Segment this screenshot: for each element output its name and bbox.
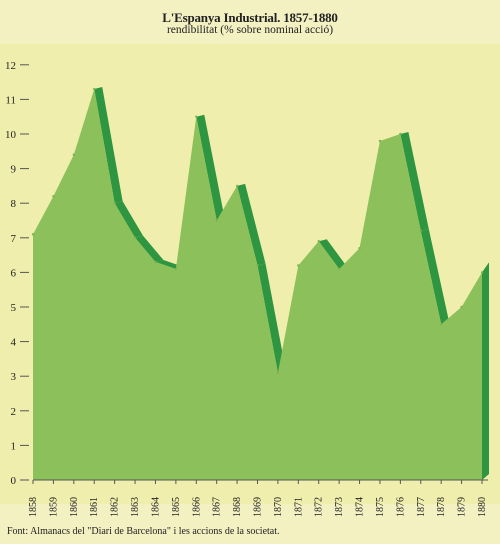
data-point-1864 bbox=[154, 260, 157, 264]
series-area bbox=[33, 89, 482, 481]
data-point-1874 bbox=[358, 246, 361, 250]
data-point-1869 bbox=[256, 264, 259, 267]
y-tick-label-1: 1 bbox=[11, 440, 17, 452]
y-tick-label-12: 12 bbox=[5, 60, 16, 72]
data-point-1865 bbox=[174, 267, 178, 271]
decline-band-1877 bbox=[420, 228, 450, 325]
chart-subtitle: rendibilitat (% sobre nominal acció) bbox=[166, 24, 334, 36]
x-tick-label-1875: 1875 bbox=[375, 497, 386, 517]
x-tick-label-1878: 1878 bbox=[436, 497, 447, 517]
data-point-1861 bbox=[93, 87, 96, 91]
decline-band-1876 bbox=[400, 132, 429, 231]
y-tick-label-6: 6 bbox=[11, 267, 17, 279]
decline-band-final bbox=[482, 262, 489, 480]
data-point-1866 bbox=[195, 115, 198, 118]
x-tick-label-1877: 1877 bbox=[416, 497, 427, 517]
data-point-1880 bbox=[480, 271, 484, 274]
source-note: Font: Almanacs del "Diari de Barcelona" … bbox=[7, 526, 280, 537]
data-point-1878 bbox=[439, 323, 443, 326]
y-tick-label-9: 9 bbox=[11, 164, 17, 176]
y-tick-label-2: 2 bbox=[11, 406, 17, 418]
decline-band-1861 bbox=[94, 87, 123, 204]
data-point-1875 bbox=[378, 139, 382, 143]
x-tick-label-1870: 1870 bbox=[273, 497, 284, 517]
y-tick-label-0: 0 bbox=[11, 475, 17, 487]
x-tick-label-1876: 1876 bbox=[395, 497, 406, 517]
data-point-1868 bbox=[235, 184, 239, 188]
data-point-1862 bbox=[113, 202, 116, 205]
data-point-1858 bbox=[31, 233, 35, 236]
data-point-1879 bbox=[460, 305, 463, 309]
y-tick-label-4: 4 bbox=[11, 337, 17, 349]
decline-band-1869 bbox=[257, 263, 286, 373]
x-tick-label-1860: 1860 bbox=[69, 497, 80, 517]
x-tick-label-1866: 1866 bbox=[191, 497, 202, 517]
y-tick-label-3: 3 bbox=[11, 371, 17, 383]
x-tick-label-1868: 1868 bbox=[232, 497, 243, 517]
x-tick-label-1879: 1879 bbox=[457, 497, 468, 517]
x-tick-layer: 1858 1859 1860 1861 1862 1863 1864 1865 1866 1867… bbox=[28, 480, 488, 517]
x-tick-label-1880: 1880 bbox=[477, 497, 488, 517]
y-tick-label-10: 10 bbox=[5, 129, 17, 141]
decline-band-1863 bbox=[135, 235, 164, 263]
data-point-1867 bbox=[215, 219, 218, 222]
data-point-1859 bbox=[52, 195, 55, 198]
x-tick-label-1872: 1872 bbox=[314, 497, 325, 517]
y-tick-label-11: 11 bbox=[5, 94, 16, 106]
y-tick-label-5: 5 bbox=[11, 302, 17, 314]
x-tick-label-1859: 1859 bbox=[48, 497, 59, 517]
x-tick-label-1863: 1863 bbox=[130, 497, 141, 517]
x-tick-label-1871: 1871 bbox=[293, 497, 304, 517]
x-tick-label-1862: 1862 bbox=[110, 497, 121, 517]
data-point-1877 bbox=[419, 229, 422, 233]
decline-band-1868 bbox=[237, 183, 266, 266]
x-tick-label-1861: 1861 bbox=[89, 497, 100, 517]
area-layer bbox=[31, 87, 484, 481]
y-tick-label-7: 7 bbox=[11, 233, 17, 245]
data-point-1870 bbox=[276, 371, 280, 374]
decline-band-1872 bbox=[318, 239, 348, 269]
y-tick-label-8: 8 bbox=[11, 198, 17, 210]
decline-band-1862 bbox=[114, 201, 144, 238]
data-point-1876 bbox=[399, 132, 402, 136]
data-point-1860 bbox=[72, 153, 76, 156]
data-point-1872 bbox=[317, 240, 320, 243]
data-point-1871 bbox=[297, 264, 300, 267]
x-tick-label-1867: 1867 bbox=[212, 497, 223, 517]
chart-title: L'Espanya Industrial. 1857-1880 bbox=[162, 10, 338, 25]
x-tick-label-1865: 1865 bbox=[171, 497, 182, 517]
x-tick-label-1869: 1869 bbox=[253, 497, 264, 517]
x-tick-label-1858: 1858 bbox=[28, 497, 39, 517]
decline-band-1866 bbox=[196, 114, 225, 221]
x-tick-label-1864: 1864 bbox=[150, 497, 161, 517]
data-point-1873 bbox=[337, 267, 341, 271]
x-tick-label-1873: 1873 bbox=[334, 497, 345, 517]
decline-band-layer bbox=[94, 87, 489, 480]
x-tick-label-1874: 1874 bbox=[355, 497, 366, 517]
data-point-1863 bbox=[133, 236, 137, 239]
